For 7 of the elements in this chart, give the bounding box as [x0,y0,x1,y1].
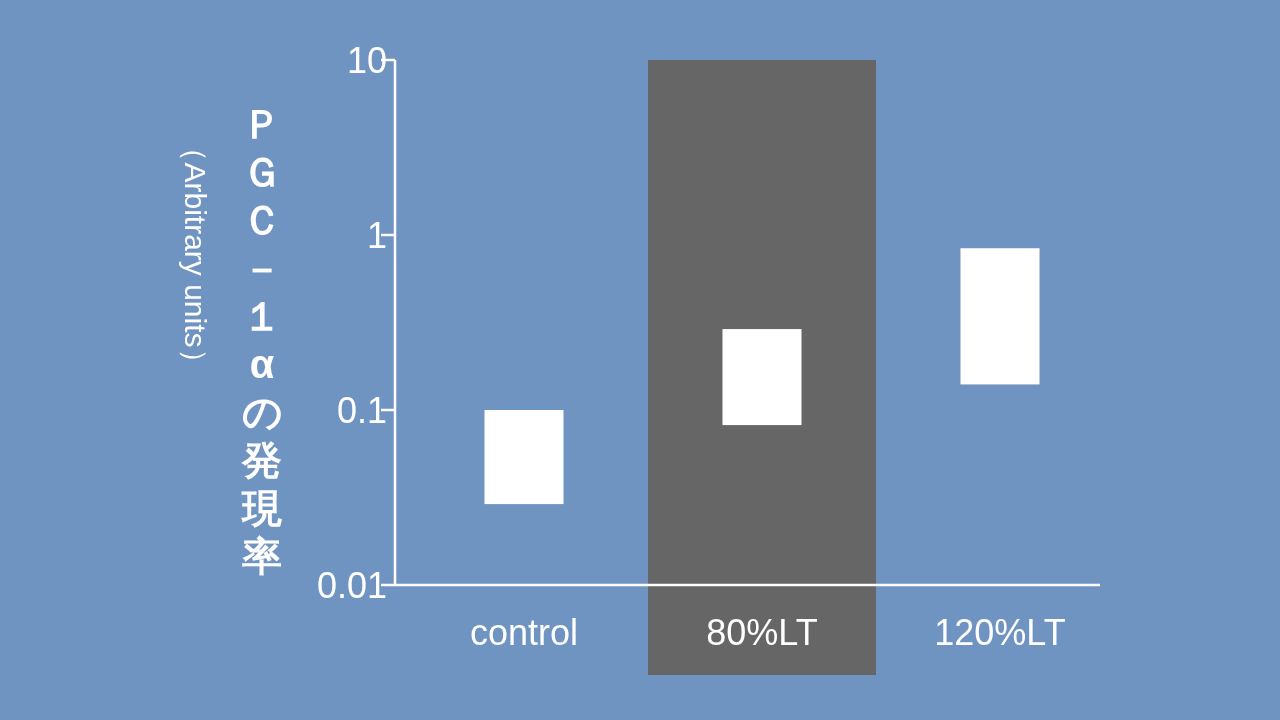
x-tick-label: 120%LT [934,612,1066,653]
y-tick-label: 0.1 [336,390,387,431]
x-tick-label: control [469,612,579,653]
y-tick-label: 10 [346,40,387,81]
y-tick-label: 0.01 [316,565,387,606]
x-tick-label: 80%LT [706,612,818,653]
y-tick-label: 1 [366,215,387,256]
